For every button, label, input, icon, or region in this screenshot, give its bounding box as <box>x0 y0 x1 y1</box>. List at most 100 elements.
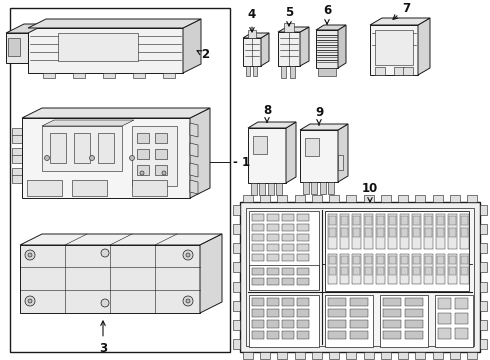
Bar <box>388 214 397 249</box>
Polygon shape <box>286 122 296 183</box>
Bar <box>312 352 322 359</box>
Bar <box>325 211 469 291</box>
Bar <box>260 352 270 359</box>
Bar <box>376 254 385 284</box>
Bar <box>329 267 336 275</box>
Bar <box>281 66 286 78</box>
Bar <box>233 339 240 349</box>
Bar <box>267 331 279 339</box>
Bar <box>267 268 279 275</box>
Bar <box>282 244 294 251</box>
Bar <box>375 67 385 75</box>
Bar <box>437 228 444 237</box>
Bar <box>246 66 250 76</box>
Bar <box>389 267 396 275</box>
Bar <box>412 214 421 249</box>
Text: 9: 9 <box>315 107 323 125</box>
Circle shape <box>186 253 190 257</box>
Bar <box>155 149 167 159</box>
Polygon shape <box>300 124 348 130</box>
Text: 3: 3 <box>99 321 107 355</box>
Bar <box>267 298 279 306</box>
Bar <box>383 309 401 317</box>
Bar <box>132 126 177 186</box>
Bar <box>437 216 444 225</box>
Bar <box>249 211 319 289</box>
Bar <box>328 320 346 328</box>
Bar <box>381 195 391 202</box>
Text: 7: 7 <box>393 1 410 19</box>
Bar <box>277 352 288 359</box>
Bar <box>282 268 294 275</box>
Bar <box>297 268 309 275</box>
Bar <box>58 33 138 61</box>
Polygon shape <box>190 180 198 194</box>
Polygon shape <box>22 108 210 118</box>
Bar <box>268 183 274 195</box>
Circle shape <box>183 250 193 260</box>
Bar <box>252 254 264 261</box>
Bar <box>132 180 167 196</box>
Bar <box>346 352 356 359</box>
Polygon shape <box>190 163 198 177</box>
Polygon shape <box>22 118 190 198</box>
Polygon shape <box>243 38 261 66</box>
Bar <box>243 352 253 359</box>
Circle shape <box>25 296 35 306</box>
Bar <box>267 224 279 231</box>
Bar <box>267 309 279 317</box>
Bar <box>449 228 456 237</box>
Bar <box>252 298 264 306</box>
Bar <box>233 301 240 311</box>
Bar <box>413 256 420 264</box>
Polygon shape <box>338 124 348 182</box>
Polygon shape <box>20 245 200 313</box>
Bar <box>233 320 240 330</box>
Polygon shape <box>6 24 46 33</box>
Bar <box>389 256 396 264</box>
Bar <box>305 138 319 156</box>
Polygon shape <box>338 25 346 68</box>
Bar <box>353 267 360 275</box>
Bar <box>297 214 309 221</box>
Bar <box>243 195 253 202</box>
Polygon shape <box>261 33 269 66</box>
Bar <box>252 244 264 251</box>
Bar <box>329 352 339 359</box>
Bar <box>377 267 384 275</box>
Circle shape <box>25 250 35 260</box>
Bar <box>424 254 433 284</box>
Bar <box>328 254 337 284</box>
Bar <box>389 228 396 237</box>
Bar <box>383 331 401 339</box>
Bar <box>297 278 309 285</box>
Bar <box>267 244 279 251</box>
Bar <box>297 320 309 328</box>
Bar <box>282 309 294 317</box>
Text: 5: 5 <box>285 5 293 26</box>
Circle shape <box>90 156 95 161</box>
Bar <box>436 254 445 284</box>
Bar <box>312 195 322 202</box>
Bar <box>155 133 167 143</box>
Polygon shape <box>20 234 222 245</box>
Bar <box>353 228 360 237</box>
Bar <box>467 352 477 359</box>
Bar <box>350 331 368 339</box>
Bar <box>401 228 408 237</box>
Bar <box>233 282 240 292</box>
Polygon shape <box>248 128 286 183</box>
Bar <box>449 216 456 225</box>
Circle shape <box>129 156 134 161</box>
Bar <box>364 352 373 359</box>
Circle shape <box>186 299 190 303</box>
Bar <box>455 313 468 324</box>
Bar <box>282 320 294 328</box>
Circle shape <box>162 171 166 175</box>
Bar <box>364 195 373 202</box>
Circle shape <box>183 296 193 306</box>
Polygon shape <box>243 33 269 38</box>
Bar <box>98 133 114 163</box>
Bar <box>137 149 149 159</box>
Polygon shape <box>6 33 28 63</box>
